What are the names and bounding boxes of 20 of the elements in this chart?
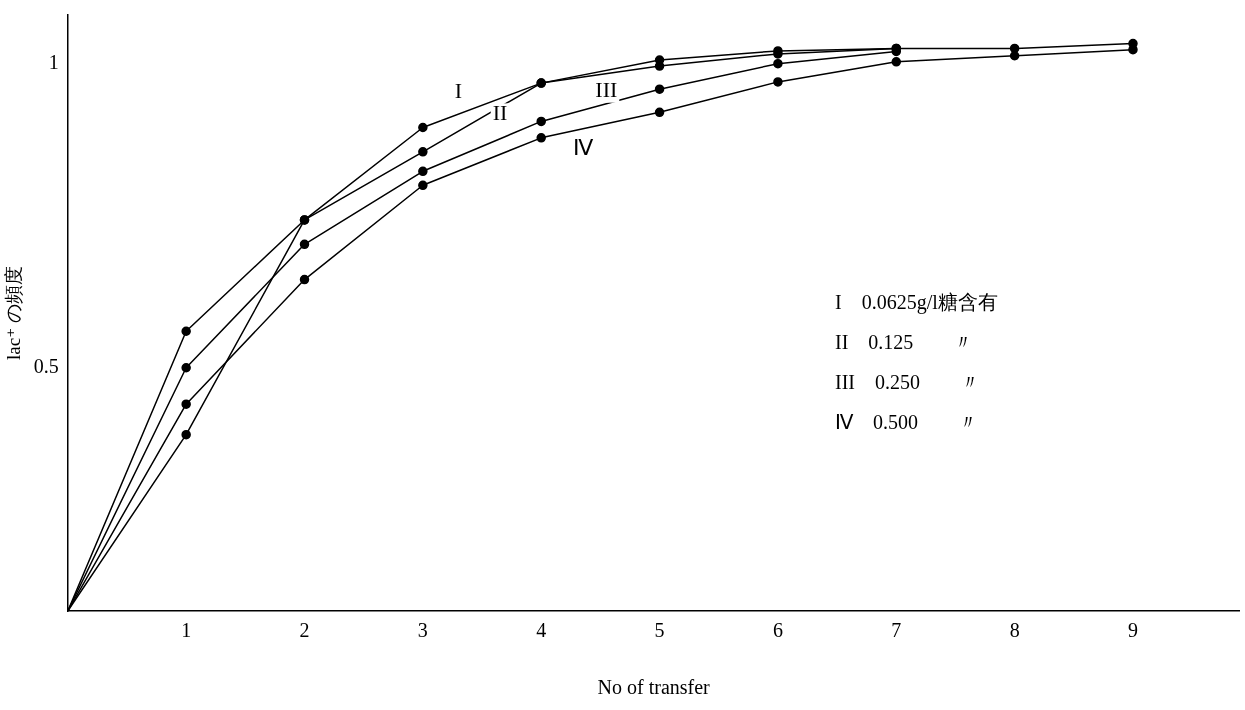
annotation: III 0.250 〃 xyxy=(835,370,981,395)
x-tick-label: 7 xyxy=(891,619,902,642)
annotation: II 0.125 〃 xyxy=(835,330,975,355)
x-tick-label: 3 xyxy=(417,619,428,642)
x-tick-label: 9 xyxy=(1127,619,1138,642)
y-tick-label: 0.5 xyxy=(33,354,59,377)
series-label: I xyxy=(454,77,463,103)
x-tick-label: 8 xyxy=(1009,619,1020,642)
annotation: Ⅳ 0.500 〃 xyxy=(835,410,979,435)
x-tick-label: 6 xyxy=(772,619,783,642)
x-tick-label: 2 xyxy=(299,619,310,642)
annotation: I 0.0625g/l糖含有 xyxy=(835,290,998,316)
x-tick-label: 4 xyxy=(536,619,547,642)
x-axis-title: No of transfer xyxy=(597,676,711,699)
y-axis-title: lac⁺ の頻度 xyxy=(3,266,25,360)
series-label: Ⅳ xyxy=(572,134,594,160)
series-label: II xyxy=(492,100,508,126)
x-tick-label: 5 xyxy=(654,619,665,642)
x-tick-label: 1 xyxy=(181,619,192,642)
series-label: III xyxy=(595,77,618,103)
